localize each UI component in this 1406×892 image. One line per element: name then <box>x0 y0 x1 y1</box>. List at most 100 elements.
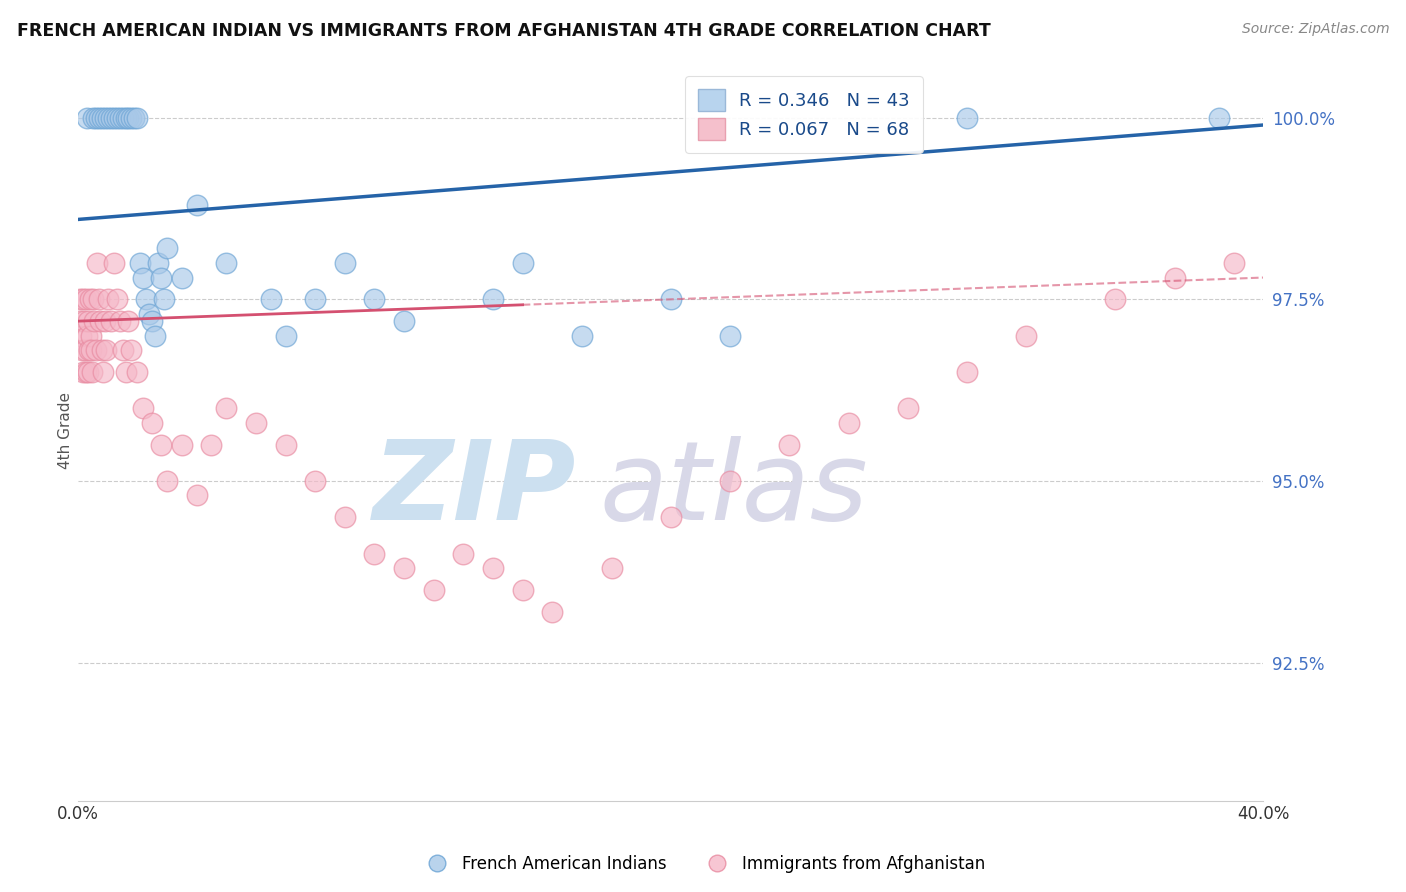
Point <box>245 416 267 430</box>
Point <box>94 314 117 328</box>
Point <box>105 111 128 125</box>
Point <box>512 256 534 270</box>
Point <box>124 111 146 125</box>
Point <box>100 314 122 328</box>
Point <box>1104 293 1126 307</box>
Point <box>541 605 564 619</box>
Point <box>156 242 179 256</box>
Point <box>571 328 593 343</box>
Point <box>111 343 134 358</box>
Point <box>141 314 163 328</box>
Point <box>114 111 136 125</box>
Point <box>91 365 114 379</box>
Point <box>90 343 112 358</box>
Point <box>77 365 100 379</box>
Point <box>87 111 110 125</box>
Point <box>718 474 741 488</box>
Text: Source: ZipAtlas.com: Source: ZipAtlas.com <box>1241 22 1389 37</box>
Point <box>146 256 169 270</box>
Point <box>138 307 160 321</box>
Point <box>260 293 283 307</box>
Text: ZIP: ZIP <box>373 436 576 543</box>
Point <box>73 343 96 358</box>
Point <box>132 401 155 416</box>
Point <box>363 547 385 561</box>
Point <box>422 582 444 597</box>
Point <box>600 561 623 575</box>
Point <box>69 293 91 307</box>
Point <box>186 488 208 502</box>
Point <box>170 270 193 285</box>
Point <box>778 437 800 451</box>
Point <box>150 437 173 451</box>
Point <box>76 111 98 125</box>
Point <box>897 401 920 416</box>
Point <box>83 314 105 328</box>
Point <box>1223 256 1246 270</box>
Point <box>143 328 166 343</box>
Point <box>170 437 193 451</box>
Point <box>127 111 149 125</box>
Point <box>215 256 238 270</box>
Point <box>72 293 94 307</box>
Point <box>363 293 385 307</box>
Point <box>1163 270 1185 285</box>
Point <box>90 111 112 125</box>
Point <box>150 270 173 285</box>
Point <box>72 365 94 379</box>
Point <box>94 111 117 125</box>
Point <box>274 328 297 343</box>
Point <box>392 561 415 575</box>
Point <box>956 365 979 379</box>
Point <box>105 293 128 307</box>
Point <box>108 111 131 125</box>
Legend: French American Indians, Immigrants from Afghanistan: French American Indians, Immigrants from… <box>413 848 993 880</box>
Point <box>135 293 157 307</box>
Point <box>82 111 104 125</box>
Point <box>117 111 139 125</box>
Point <box>132 270 155 285</box>
Point <box>100 111 122 125</box>
Point <box>659 293 682 307</box>
Point <box>304 293 326 307</box>
Point <box>75 293 97 307</box>
Point <box>274 437 297 451</box>
Point <box>87 293 110 307</box>
Text: FRENCH AMERICAN INDIAN VS IMMIGRANTS FROM AFGHANISTAN 4TH GRADE CORRELATION CHAR: FRENCH AMERICAN INDIAN VS IMMIGRANTS FRO… <box>17 22 991 40</box>
Point <box>79 343 101 358</box>
Point <box>1208 111 1230 125</box>
Point <box>117 314 139 328</box>
Point <box>127 365 149 379</box>
Point <box>84 343 107 358</box>
Point <box>82 365 104 379</box>
Point <box>1015 328 1038 343</box>
Point <box>186 198 208 212</box>
Point <box>89 314 111 328</box>
Point <box>838 416 860 430</box>
Point <box>156 474 179 488</box>
Point <box>392 314 415 328</box>
Point <box>97 111 120 125</box>
Point <box>84 111 107 125</box>
Point <box>96 343 118 358</box>
Point <box>108 314 131 328</box>
Point <box>333 256 356 270</box>
Point <box>153 293 176 307</box>
Point <box>80 343 103 358</box>
Point <box>512 582 534 597</box>
Point <box>304 474 326 488</box>
Point <box>114 365 136 379</box>
Point <box>80 328 103 343</box>
Legend: R = 0.346   N = 43, R = 0.067   N = 68: R = 0.346 N = 43, R = 0.067 N = 68 <box>685 76 922 153</box>
Point <box>69 314 91 328</box>
Point <box>453 547 475 561</box>
Point <box>103 256 125 270</box>
Point <box>70 343 93 358</box>
Text: atlas: atlas <box>599 436 869 543</box>
Point <box>482 293 505 307</box>
Point <box>215 401 238 416</box>
Point <box>141 416 163 430</box>
Point <box>200 437 222 451</box>
Point <box>103 111 125 125</box>
Y-axis label: 4th Grade: 4th Grade <box>58 392 73 468</box>
